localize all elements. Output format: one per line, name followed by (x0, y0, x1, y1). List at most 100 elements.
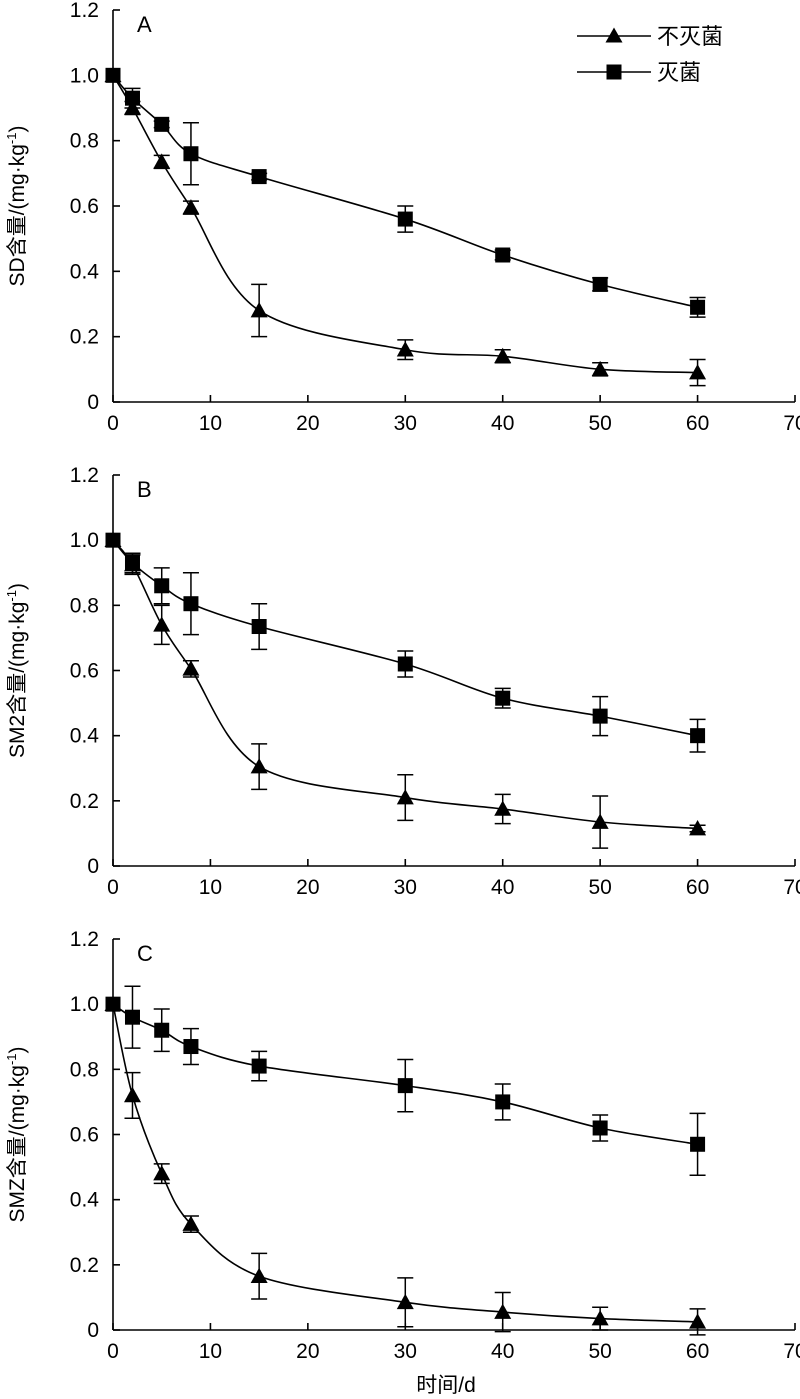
x-tick-label: 70 (783, 876, 800, 899)
data-point-square (495, 1094, 511, 1110)
data-point-triangle (591, 360, 609, 377)
data-point-triangle (689, 1313, 707, 1329)
x-tick-label: 60 (686, 412, 709, 435)
y-tick-label: 1.2 (70, 464, 99, 487)
series-line-square (112, 1003, 698, 1146)
x-tick-label: 50 (588, 876, 611, 899)
data-point-square (397, 211, 413, 227)
x-tick-label: 70 (783, 412, 800, 435)
data-point-square (690, 1136, 706, 1152)
data-point-square (251, 1058, 267, 1074)
y-tick-label: 0.4 (70, 260, 100, 283)
x-tick-label: 40 (491, 412, 514, 435)
x-tick-label: 30 (394, 1340, 417, 1363)
y-tick-label: 0.8 (70, 594, 99, 617)
data-point-square (183, 596, 199, 612)
data-point-square (495, 247, 511, 263)
data-point-square (105, 532, 121, 548)
y-tick-label: 1.2 (70, 928, 99, 951)
panel-label: A (137, 12, 152, 37)
data-point-triangle (182, 660, 200, 676)
data-point-square (397, 1078, 413, 1094)
data-point-triangle (182, 199, 200, 215)
data-point-triangle (250, 302, 268, 318)
y-tick-label: 1.0 (70, 993, 99, 1016)
data-point-triangle (396, 1293, 414, 1310)
y-tick-label: 1.0 (70, 64, 99, 87)
data-point-triangle (250, 1267, 268, 1284)
data-point-square (105, 67, 121, 83)
data-point-square (251, 169, 267, 185)
data-point-square (154, 1022, 170, 1038)
data-point-triangle (591, 1310, 609, 1326)
data-point-square (592, 708, 608, 724)
data-point-square (124, 90, 140, 106)
data-point-triangle (494, 1303, 512, 1319)
legend-label-sterilized: 灭菌 (657, 60, 701, 85)
y-tick-label: 0.6 (70, 660, 99, 683)
legend-marker-triangle (605, 27, 623, 43)
y-axis-label: SMZ含量/(mg·kg-1) (4, 1046, 29, 1222)
chart-panel: 0 0.2 0.4 0.6 0.8 1.0 1.2 0 10 20 30 40 50 60 70 B SM2含量… (4, 464, 800, 899)
y-tick-label: 0.2 (70, 326, 99, 349)
y-axis-label: SD含量/(mg·kg-1) (4, 126, 29, 287)
chart-panel: 0 0.2 0.4 0.6 0.8 1.0 1.2 0 10 20 30 40 50 60 70 A SD含量/… (4, 0, 800, 435)
panel-label: C (137, 941, 153, 966)
data-point-square (397, 656, 413, 672)
x-tick-label: 40 (491, 1340, 514, 1363)
y-axis-label: SM2含量/(mg·kg-1) (4, 583, 29, 758)
y-tick-label: 0.8 (70, 130, 99, 153)
y-tick-label: 0.2 (70, 1254, 99, 1277)
data-point-triangle (153, 153, 171, 169)
data-point-triangle (396, 789, 414, 805)
data-point-triangle (494, 347, 512, 364)
x-tick-label: 20 (296, 1340, 319, 1363)
y-tick-label: 0.6 (70, 195, 99, 218)
x-tick-label: 0 (107, 412, 119, 435)
data-point-square (251, 619, 267, 635)
series-line-square (112, 539, 698, 737)
x-tick-label: 20 (296, 412, 319, 435)
x-tick-label: 30 (394, 412, 417, 435)
y-tick-label: 0 (87, 855, 99, 878)
y-tick-label: 0.6 (70, 1124, 99, 1147)
data-point-square (124, 555, 140, 571)
y-tick-label: 0.4 (70, 725, 100, 748)
data-point-square (183, 1039, 199, 1055)
y-tick-label: 0 (87, 1319, 99, 1342)
x-tick-label: 40 (491, 876, 514, 899)
legend-label-unsterilized: 不灭菌 (657, 24, 723, 49)
y-tick-label: 0.2 (70, 790, 99, 813)
data-point-square (154, 116, 170, 132)
data-point-triangle (689, 364, 707, 380)
x-tick-label: 0 (107, 876, 119, 899)
panel-label: B (137, 477, 152, 502)
data-point-triangle (494, 800, 512, 816)
data-point-square (105, 996, 121, 1012)
y-tick-label: 0.4 (70, 1189, 100, 1212)
data-point-triangle (182, 1215, 200, 1231)
y-tick-label: 1.0 (70, 529, 99, 552)
x-tick-label: 60 (686, 1340, 709, 1363)
data-point-square (124, 1009, 140, 1025)
data-point-triangle (153, 1165, 171, 1181)
x-tick-label: 0 (107, 1340, 119, 1363)
data-point-square (592, 276, 608, 292)
y-tick-label: 0 (87, 391, 99, 414)
data-point-triangle (153, 616, 171, 632)
panels: 0 0.2 0.4 0.6 0.8 1.0 1.2 0 10 20 30 40 50 60 70 A SD含量/… (4, 0, 800, 1363)
x-tick-label: 20 (296, 876, 319, 899)
y-tick-label: 1.2 (70, 0, 99, 22)
data-point-square (495, 690, 511, 706)
x-tick-label: 30 (394, 876, 417, 899)
data-point-triangle (250, 758, 268, 774)
data-point-triangle (591, 813, 609, 829)
chart-panel: 0 0.2 0.4 0.6 0.8 1.0 1.2 0 10 20 30 40 50 60 70 C SMZ含量… (4, 928, 800, 1363)
series-line-triangle (112, 74, 698, 374)
series-line-triangle (112, 1004, 698, 1323)
data-point-square (690, 299, 706, 315)
x-tick-label: 10 (199, 876, 222, 899)
data-point-triangle (689, 820, 707, 836)
data-point-triangle (123, 1086, 141, 1103)
